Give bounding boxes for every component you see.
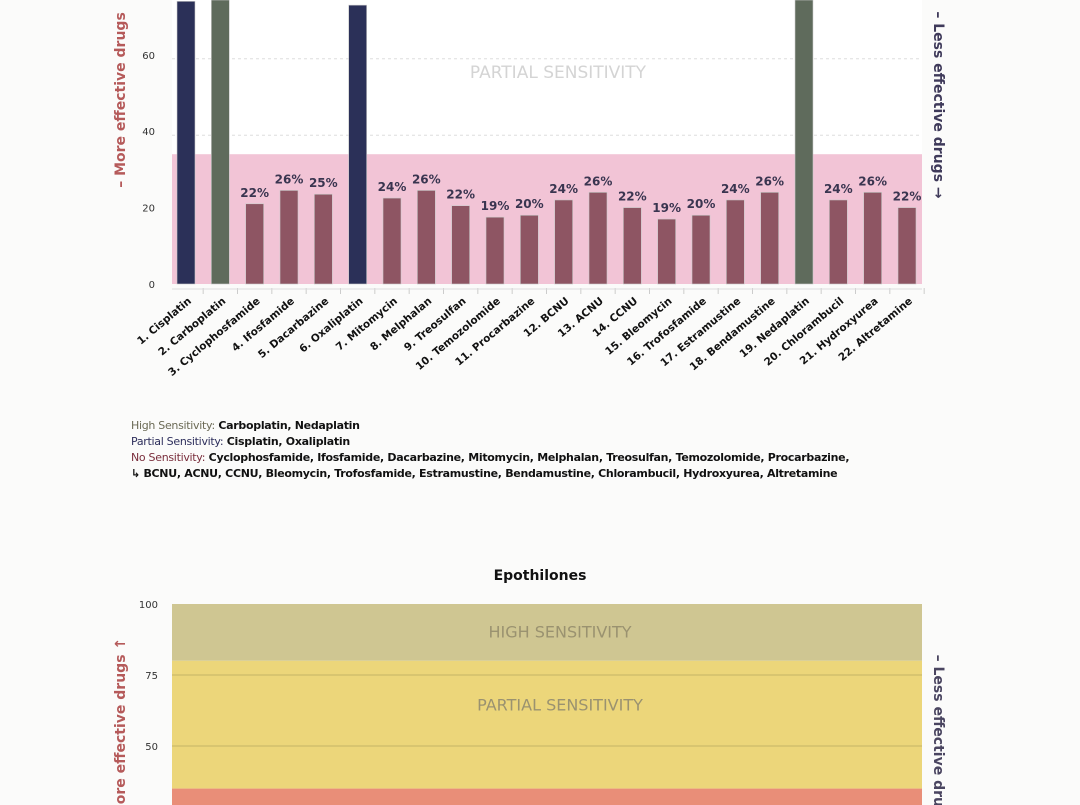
chart-title-epothilones: Epothilones [493,568,587,584]
data-label: 19% [481,199,510,213]
legend-partial-value: Cisplatin, Oxaliplatin [226,435,350,448]
legend-none: No Sensitivity: Cyclophosfamide, Ifosfam… [131,450,850,466]
band-0 [172,604,922,661]
bar-20 [829,199,848,285]
y-axis-label-left: More effective drugs ↑ [113,638,129,805]
legend-none-key: No Sensitivity: [131,451,206,464]
y-tick-label: 0 [149,280,155,291]
data-label: 26% [275,172,304,186]
bar-4 [279,190,299,285]
legend-none-value-1: Cyclophosfamide, Ifosfamide, Dacarbazine… [208,451,850,464]
legend-none-value-2: ↳ BCNU, ACNU, CCNU, Bleomycin, Trofosfam… [131,467,838,480]
bar-10 [485,216,505,285]
y-axis-label-right: – Less effective drugs [930,655,946,805]
bar-12 [554,199,573,285]
x-tick-label: 7. Mitomycin [334,295,400,353]
sensitivity-legend: High Sensitivity: Carboplatin, Nedaplati… [131,418,850,482]
band-label: PARTIAL SENSITIVITY [477,695,643,714]
band-label: HIGH SENSITIVITY [488,622,631,641]
data-label: 20% [515,197,544,211]
bar-11 [520,214,539,285]
bar-5 [314,193,333,285]
bar-3 [245,203,264,285]
bar-14 [623,207,642,285]
bar-7 [382,197,402,285]
data-label: 22% [240,186,269,200]
y-tick-label: 50 [145,742,158,753]
data-label: 24% [378,180,407,194]
y-axis-label-right: – Less effective drugs → [930,11,946,199]
bar-17 [726,199,745,285]
y-tick-label: 75 [145,671,158,682]
band-1 [172,660,922,789]
y-axis-label-left: – More effective drugs [113,12,129,188]
bar-9 [451,205,470,285]
band-label-partial: PARTIAL SENSITIVITY [470,63,647,83]
data-label: 22% [446,188,475,202]
data-label: 19% [652,201,681,215]
data-label: 26% [412,172,441,186]
bar-2 [211,0,230,285]
y-tick-label: 20 [142,204,155,215]
bar-21 [863,192,882,285]
data-label: 24% [549,182,578,196]
legend-partial: Partial Sensitivity: Cisplatin, Oxalipla… [131,434,849,450]
data-label: 24% [721,182,750,196]
legend-high-key: High Sensitivity: [131,419,215,432]
bar-6 [348,4,367,285]
data-label: 26% [858,174,887,188]
bar-13 [588,192,608,285]
data-label: 25% [309,176,338,190]
data-label: 22% [618,190,647,204]
bar-19 [794,0,814,285]
bar-16 [691,214,711,285]
bar-22 [897,207,917,285]
y-tick-label: 40 [142,127,155,138]
bar-15 [657,218,676,285]
band-2 [172,788,922,805]
data-label: 22% [893,190,922,204]
data-label: 26% [584,174,613,188]
data-label: 26% [755,174,784,188]
legend-partial-key: Partial Sensitivity: [131,435,224,448]
legend-high: High Sensitivity: Carboplatin, Nedaplati… [131,418,849,434]
bar-18 [760,192,779,285]
bar-1 [176,1,196,285]
bar-8 [417,190,436,285]
y-tick-label: 100 [139,600,158,611]
data-label: 24% [824,182,853,196]
legend-high-value: Carboplatin, Nedaplatin [218,419,360,432]
y-tick-label: 60 [142,51,155,62]
legend-none-cont: ↳ BCNU, ACNU, CCNU, Bleomycin, Trofosfam… [131,466,849,482]
data-label: 20% [687,197,716,211]
